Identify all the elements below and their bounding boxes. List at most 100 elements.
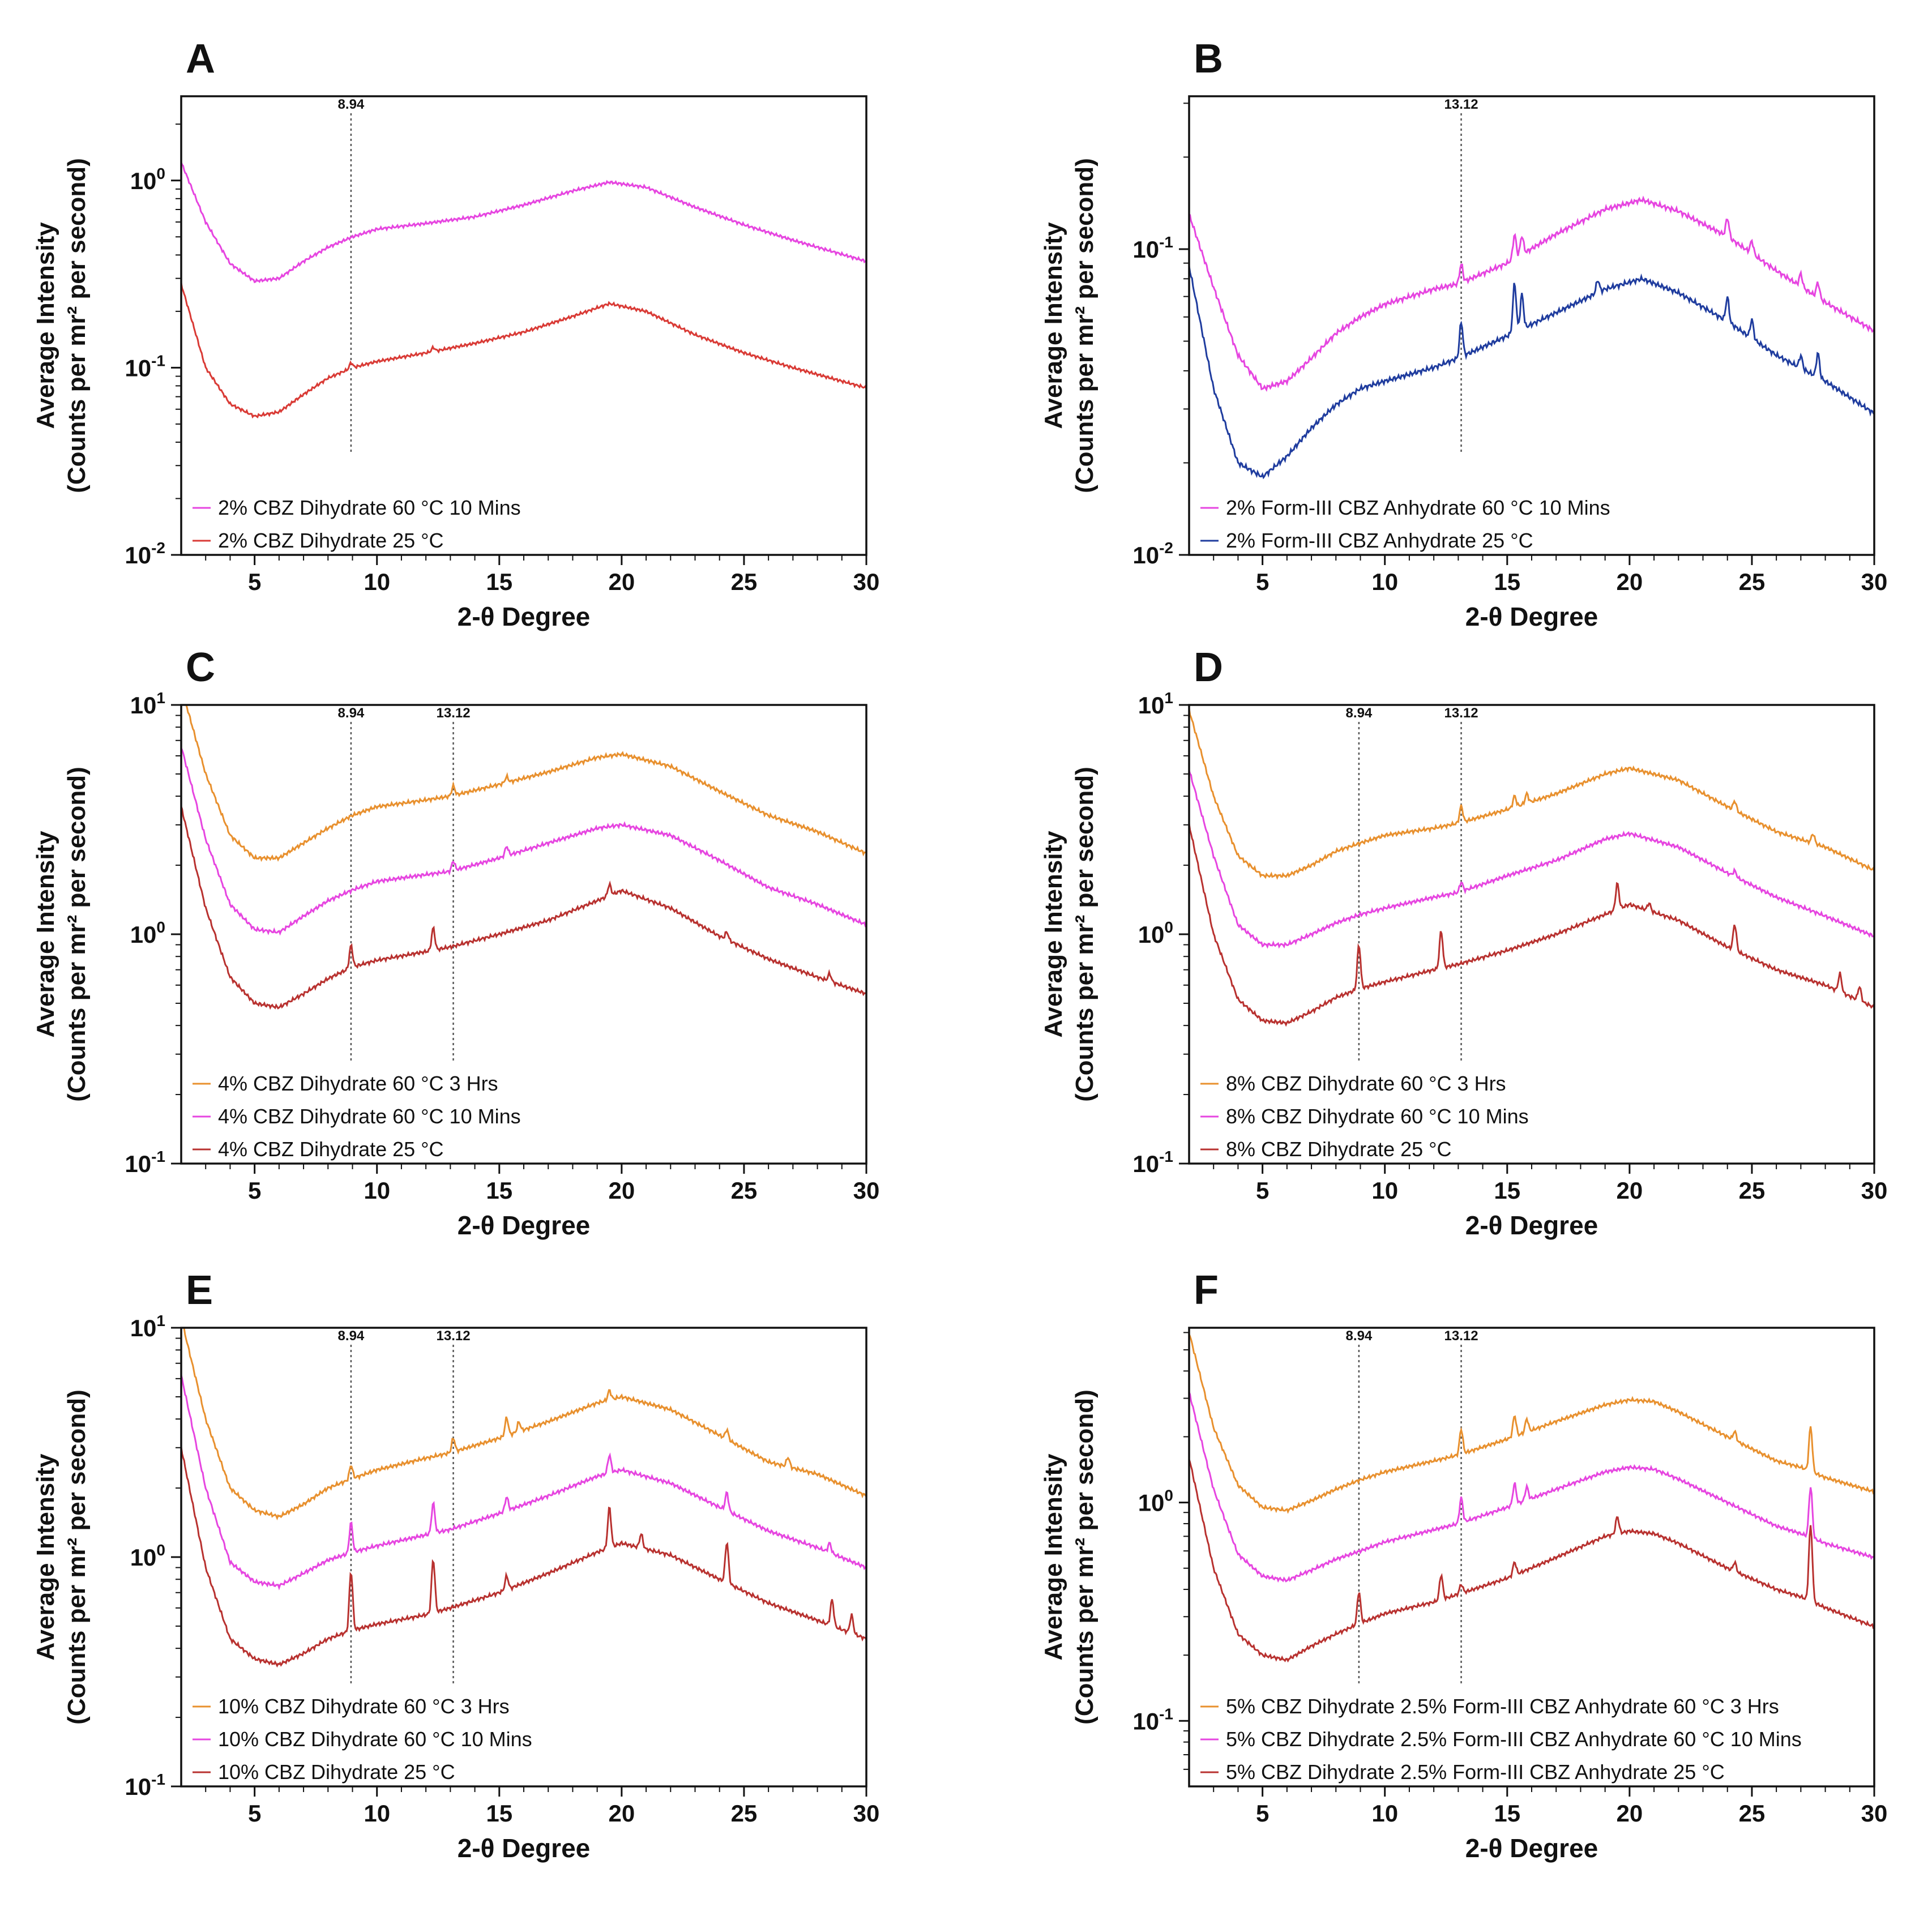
y-axis-title-line2: (Counts per mr² per second) [63,767,91,1102]
legend-label: 10% CBZ Dihydrate 25 °C [218,1760,455,1784]
series-line [1189,1459,1874,1663]
y-tick-exponent: -2 [1159,539,1173,557]
x-tick-label: 30 [1861,1177,1888,1204]
y-tick-exponent: 0 [156,165,165,182]
x-tick-label: 15 [486,568,512,595]
x-tick-label: 25 [731,1177,758,1204]
x-tick-label: 10 [364,1800,390,1827]
x-tick-label: 10 [1371,1177,1398,1204]
plot-frame [1188,704,1875,1165]
legend: 10% CBZ Dihydrate 60 °C 3 Hrs 10% CBZ Dih… [193,1695,532,1784]
y-axis-title-line1: Average Intensity [1040,1453,1067,1661]
x-axis-title: 2-θ Degree [458,602,591,631]
panel-label: E [186,1268,213,1313]
x-tick-label: 30 [853,568,880,595]
series-line [1189,1333,1874,1514]
legend-label: 4% CBZ Dihydrate 60 °C 10 Mins [218,1105,521,1128]
x-tick-label: 20 [608,568,635,595]
panel-label: B [1194,36,1223,82]
x-tick-label: 20 [608,1800,635,1827]
y-tick-exponent: -1 [151,1148,165,1165]
y-tick-base: 10 [1132,1151,1159,1177]
x-tick-label: 30 [853,1177,880,1204]
series-line [185,705,866,862]
y-axis-title-line2: (Counts per mr² per second) [1071,767,1098,1102]
y-tick-base: 10 [1138,1490,1165,1516]
y-axis-title-line1: Average Intensity [32,1453,59,1661]
y-tick-exponent: 1 [156,1312,165,1329]
legend-label: 2% Form-III CBZ Anhydrate 25 °C [1226,529,1533,552]
y-tick-base: 10 [1138,692,1165,719]
y-tick-exponent: -2 [151,539,165,557]
y-tick-label: 10-2 [1132,539,1173,568]
y-tick-label: 10-1 [1132,233,1173,263]
y-tick-label: 10-1 [125,1148,165,1177]
x-axis-title: 2-θ Degree [1465,602,1598,631]
series-line [181,1375,866,1590]
x-tick-label: 25 [1739,1177,1766,1204]
legend-label: 10% CBZ Dihydrate 60 °C 10 Mins [218,1728,532,1751]
y-tick-base: 10 [130,921,157,948]
series-line [181,162,866,284]
x-tick-label: 30 [1861,1800,1888,1827]
panel-label: A [186,36,215,82]
plot-frame [180,95,867,556]
y-tick-label: 10-1 [1132,1705,1173,1734]
y-tick-label: 100 [130,1541,165,1571]
x-tick-label: 25 [731,1800,758,1827]
y-tick-base: 10 [1132,542,1159,568]
x-tick-label: 20 [1616,1177,1643,1204]
y-tick-exponent: 0 [1164,918,1173,936]
series-line [181,283,866,419]
legend-label: 4% CBZ Dihydrate 25 °C [218,1138,444,1161]
y-tick-label: 100 [130,918,165,948]
y-tick-label: 100 [130,165,165,194]
x-tick-label: 20 [1616,1800,1643,1827]
x-tick-label: 10 [1371,1800,1398,1827]
legend: 8% CBZ Dihydrate 60 °C 3 Hrs 8% CBZ Dihyd… [1200,1072,1529,1161]
panel-label: D [1194,645,1223,690]
y-axis-title-line2: (Counts per mr² per second) [1071,1389,1098,1725]
y-tick-base: 10 [1132,236,1159,263]
x-tick-label: 30 [853,1800,880,1827]
y-tick-label: 10-1 [125,1771,165,1800]
legend: 2% Form-III CBZ Anhydrate 60 °C 10 Mins 2… [1200,496,1610,552]
y-axis-title-line1: Average Intensity [32,222,59,429]
series-line [181,747,866,936]
series-line [181,806,866,1010]
y-tick-base: 10 [125,542,151,568]
x-tick-label: 5 [248,1177,261,1204]
y-tick-label: 101 [130,1312,165,1341]
y-tick-base: 10 [130,692,157,719]
reference-line-label: 8.94 [338,705,365,721]
legend-label: 8% CBZ Dihydrate 60 °C 10 Mins [1226,1105,1529,1128]
reference-line-label: 13.12 [1444,97,1478,112]
series-line [1189,1391,1874,1583]
x-tick-label: 25 [1739,568,1766,595]
y-tick-base: 10 [125,354,151,381]
y-tick-exponent: 0 [156,918,165,936]
y-tick-label: 100 [1138,918,1173,948]
y-tick-exponent: -1 [1159,233,1173,251]
y-tick-base: 10 [1132,1708,1159,1734]
x-tick-label: 20 [608,1177,635,1204]
reference-line-label: 13.12 [1444,1328,1478,1344]
y-axis-title-line2: (Counts per mr² per second) [63,1389,91,1725]
y-tick-exponent: -1 [151,1771,165,1788]
x-tick-label: 10 [364,1177,390,1204]
x-tick-label: 15 [1494,1800,1520,1827]
x-tick-label: 5 [248,568,261,595]
reference-line-label: 13.12 [1444,705,1478,721]
y-tick-label: 10-1 [125,352,165,381]
x-tick-label: 25 [1739,1800,1766,1827]
reference-line-label: 13.12 [437,705,471,721]
y-tick-label: 100 [1138,1487,1173,1516]
x-tick-label: 15 [1494,1177,1520,1204]
plot-frame [180,704,867,1165]
x-axis-title: 2-θ Degree [458,1211,591,1240]
legend-label: 8% CBZ Dihydrate 60 °C 3 Hrs [1226,1072,1506,1095]
